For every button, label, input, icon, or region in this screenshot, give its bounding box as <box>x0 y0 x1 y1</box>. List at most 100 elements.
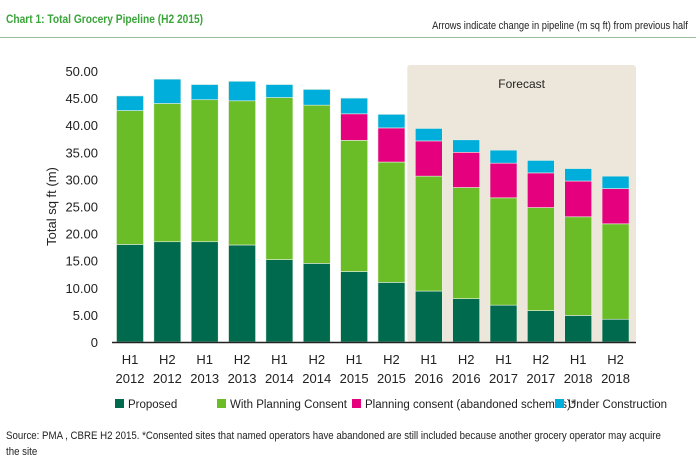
x-tick-year: 2016 <box>452 371 481 386</box>
bar-segment-with-planning-consent <box>527 207 555 311</box>
legend-label: Under Construction <box>568 399 667 411</box>
x-tick-year: 2012 <box>153 371 182 386</box>
bar-segment-proposed <box>527 310 555 343</box>
bar-segment-with-planning-consent <box>265 97 294 260</box>
x-tick-year: 2015 <box>377 371 406 386</box>
x-tick-half: H1 <box>420 352 437 367</box>
bar-segment-planning-consent-abandoned-schemes- <box>489 162 518 199</box>
x-tick-year: 2016 <box>414 371 443 386</box>
legend-swatch <box>217 399 226 408</box>
bar-segment-under-construction <box>601 175 630 189</box>
bar-segment-under-construction <box>302 89 331 106</box>
bar-segment-proposed <box>340 271 368 343</box>
bar-segment-with-planning-consent <box>228 100 256 246</box>
x-tick-half: H2 <box>383 352 400 367</box>
bar-segment-planning-consent-abandoned-schemes- <box>452 152 480 188</box>
x-tick-year: 2013 <box>228 371 257 386</box>
bar-segment-under-construction <box>377 114 406 129</box>
bar-segment-planning-consent-abandoned-schemes- <box>601 188 630 225</box>
bar-segment-proposed <box>265 259 294 343</box>
bar-segment-proposed <box>377 282 406 343</box>
bar-segment-with-planning-consent <box>452 187 480 299</box>
bar-segment-under-construction <box>452 139 480 153</box>
x-tick-half: H1 <box>196 352 213 367</box>
forecast-label: Forecast <box>498 77 545 91</box>
title-divider <box>0 37 696 38</box>
y-tick-label: 5.00 <box>73 308 98 323</box>
bar-segment-planning-consent-abandoned-schemes- <box>414 140 443 177</box>
x-tick-half: H2 <box>308 352 325 367</box>
bar-segment-proposed <box>153 241 182 343</box>
x-tick-year: 2013 <box>190 371 219 386</box>
bar-segment-proposed <box>228 244 256 343</box>
y-tick-label: 45.00 <box>65 91 98 106</box>
bar-segment-proposed <box>489 304 518 343</box>
bar-segment-with-planning-consent <box>340 140 368 272</box>
legend-swatch <box>352 399 361 408</box>
bar-segment-under-construction <box>489 149 518 164</box>
bar-segment-under-construction <box>527 160 555 174</box>
y-tick-label: 10.00 <box>65 281 98 296</box>
bar-segment-under-construction <box>265 84 294 98</box>
bar-segment-under-construction <box>414 128 443 142</box>
x-tick-half: H1 <box>122 352 139 367</box>
x-tick-half: H1 <box>495 352 512 367</box>
y-tick-label: 20.00 <box>65 227 98 242</box>
x-tick-half: H1 <box>346 352 363 367</box>
chart-title: Chart 1: Total Grocery Pipeline (H2 2015… <box>6 12 204 26</box>
source-note: Source: PMA , CBRE H2 2015. *Consented s… <box>6 430 661 458</box>
x-tick-half: H2 <box>234 352 251 367</box>
y-tick-label: 15.00 <box>65 254 98 269</box>
x-tick-half: H2 <box>159 352 176 367</box>
bar-segment-proposed <box>302 263 331 343</box>
bar-segment-with-planning-consent <box>601 223 630 320</box>
legend-swatch <box>555 399 564 408</box>
y-tick-label: 35.00 <box>65 145 98 160</box>
x-tick-half: H2 <box>607 352 624 367</box>
bar-segment-planning-consent-abandoned-schemes- <box>377 127 406 163</box>
bar-segment-with-planning-consent <box>564 216 593 316</box>
bar-segment-under-construction <box>153 78 182 104</box>
x-tick-year: 2017 <box>489 371 518 386</box>
x-tick-year: 2012 <box>116 371 145 386</box>
x-tick-year: 2018 <box>601 371 630 386</box>
y-axis-label: Total sq ft (m) <box>44 167 59 246</box>
y-tick-label: 30.00 <box>65 172 98 187</box>
y-tick-label: 50.00 <box>65 64 98 79</box>
bar-segment-under-construction <box>228 80 256 102</box>
x-tick-year: 2018 <box>564 371 593 386</box>
y-tick-label: 0 <box>91 335 98 350</box>
bar-segment-with-planning-consent <box>153 103 182 243</box>
bar-segment-proposed <box>601 318 630 343</box>
bar-segment-planning-consent-abandoned-schemes- <box>340 113 368 141</box>
bar-segment-proposed <box>564 315 593 343</box>
bar-segment-with-planning-consent <box>489 197 518 306</box>
bar-segment-planning-consent-abandoned-schemes- <box>564 180 593 218</box>
bar-segment-under-construction <box>116 95 144 111</box>
bar-segment-planning-consent-abandoned-schemes- <box>527 172 555 208</box>
y-tick-label: 40.00 <box>65 118 98 133</box>
x-tick-year: 2017 <box>526 371 555 386</box>
bar-segment-with-planning-consent <box>377 161 406 283</box>
legend-label: With Planning Consent <box>230 399 348 411</box>
x-tick-year: 2014 <box>302 371 331 386</box>
bar-segment-under-construction <box>190 84 219 101</box>
bar-segment-with-planning-consent <box>190 99 219 243</box>
bar-segment-with-planning-consent <box>414 175 443 292</box>
y-tick-label: 25.00 <box>65 200 98 215</box>
bar-segment-proposed <box>190 241 219 343</box>
x-tick-year: 2015 <box>340 371 369 386</box>
x-tick-year: 2014 <box>265 371 294 386</box>
x-tick-half: H1 <box>570 352 587 367</box>
bar-segment-proposed <box>414 290 443 343</box>
bar-segment-under-construction <box>564 168 593 182</box>
legend-label: Proposed <box>128 399 177 411</box>
bar-segment-with-planning-consent <box>302 104 331 264</box>
legend-label: Planning consent (abandoned schemes)* <box>365 399 576 411</box>
bar-segment-proposed <box>452 298 480 343</box>
x-tick-half: H2 <box>533 352 550 367</box>
x-tick-half: H1 <box>271 352 288 367</box>
legend-swatch <box>115 399 124 408</box>
chart-note: Arrows indicate change in pipeline (m sq… <box>432 20 688 32</box>
